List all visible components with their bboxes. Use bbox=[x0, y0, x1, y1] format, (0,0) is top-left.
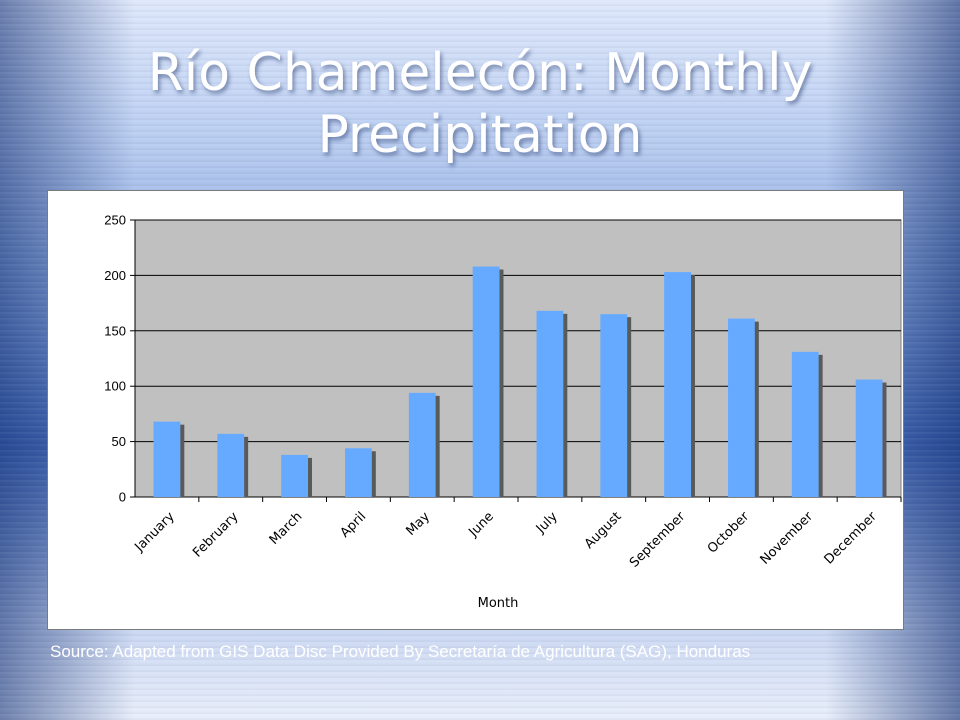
x-tick-label: November bbox=[758, 509, 817, 568]
x-tick-label: October bbox=[705, 509, 753, 557]
bar-august bbox=[600, 314, 628, 497]
x-tick-label: August bbox=[582, 509, 625, 552]
x-tick-label: December bbox=[822, 509, 881, 568]
x-tick-label: April bbox=[338, 509, 370, 541]
plot-area bbox=[134, 219, 902, 498]
bar-june bbox=[472, 266, 500, 497]
bar-december bbox=[855, 379, 883, 497]
y-tick-label: 100 bbox=[104, 379, 126, 394]
slide-title: Río Chamelecón: Monthly Precipitation bbox=[147, 43, 813, 165]
bar-october bbox=[728, 318, 755, 497]
bar-july bbox=[536, 310, 564, 497]
y-tick-label: 200 bbox=[104, 268, 126, 283]
bar-november bbox=[791, 351, 819, 497]
x-tick-label: March bbox=[267, 509, 306, 548]
chart-panel: 0 50 100 150 200 250 January February March April… bbox=[47, 190, 904, 630]
y-tick-label: 50 bbox=[112, 434, 126, 449]
bar-march bbox=[281, 454, 308, 497]
y-tick-label: 250 bbox=[104, 213, 126, 228]
x-tick-label: July bbox=[533, 509, 561, 537]
x-tick-label: February bbox=[190, 509, 242, 561]
x-tick-label: January bbox=[132, 509, 178, 555]
bar-may bbox=[408, 392, 436, 497]
y-tick-label: 150 bbox=[104, 323, 126, 338]
bar-chart: 0 50 100 150 200 250 January February March April… bbox=[104, 213, 902, 611]
bar-february bbox=[217, 433, 245, 497]
bar-september bbox=[664, 272, 691, 497]
x-tick-label: June bbox=[466, 509, 497, 540]
bar-april bbox=[345, 448, 372, 497]
source-note: Source: Adapted from GIS Data Disc Provi… bbox=[50, 642, 751, 661]
y-tick-label: 0 bbox=[119, 490, 126, 505]
x-axis-title: Month bbox=[478, 596, 519, 611]
bar-january bbox=[153, 421, 181, 497]
x-tick-label: September bbox=[627, 509, 689, 571]
x-tick-label: May bbox=[403, 509, 433, 539]
